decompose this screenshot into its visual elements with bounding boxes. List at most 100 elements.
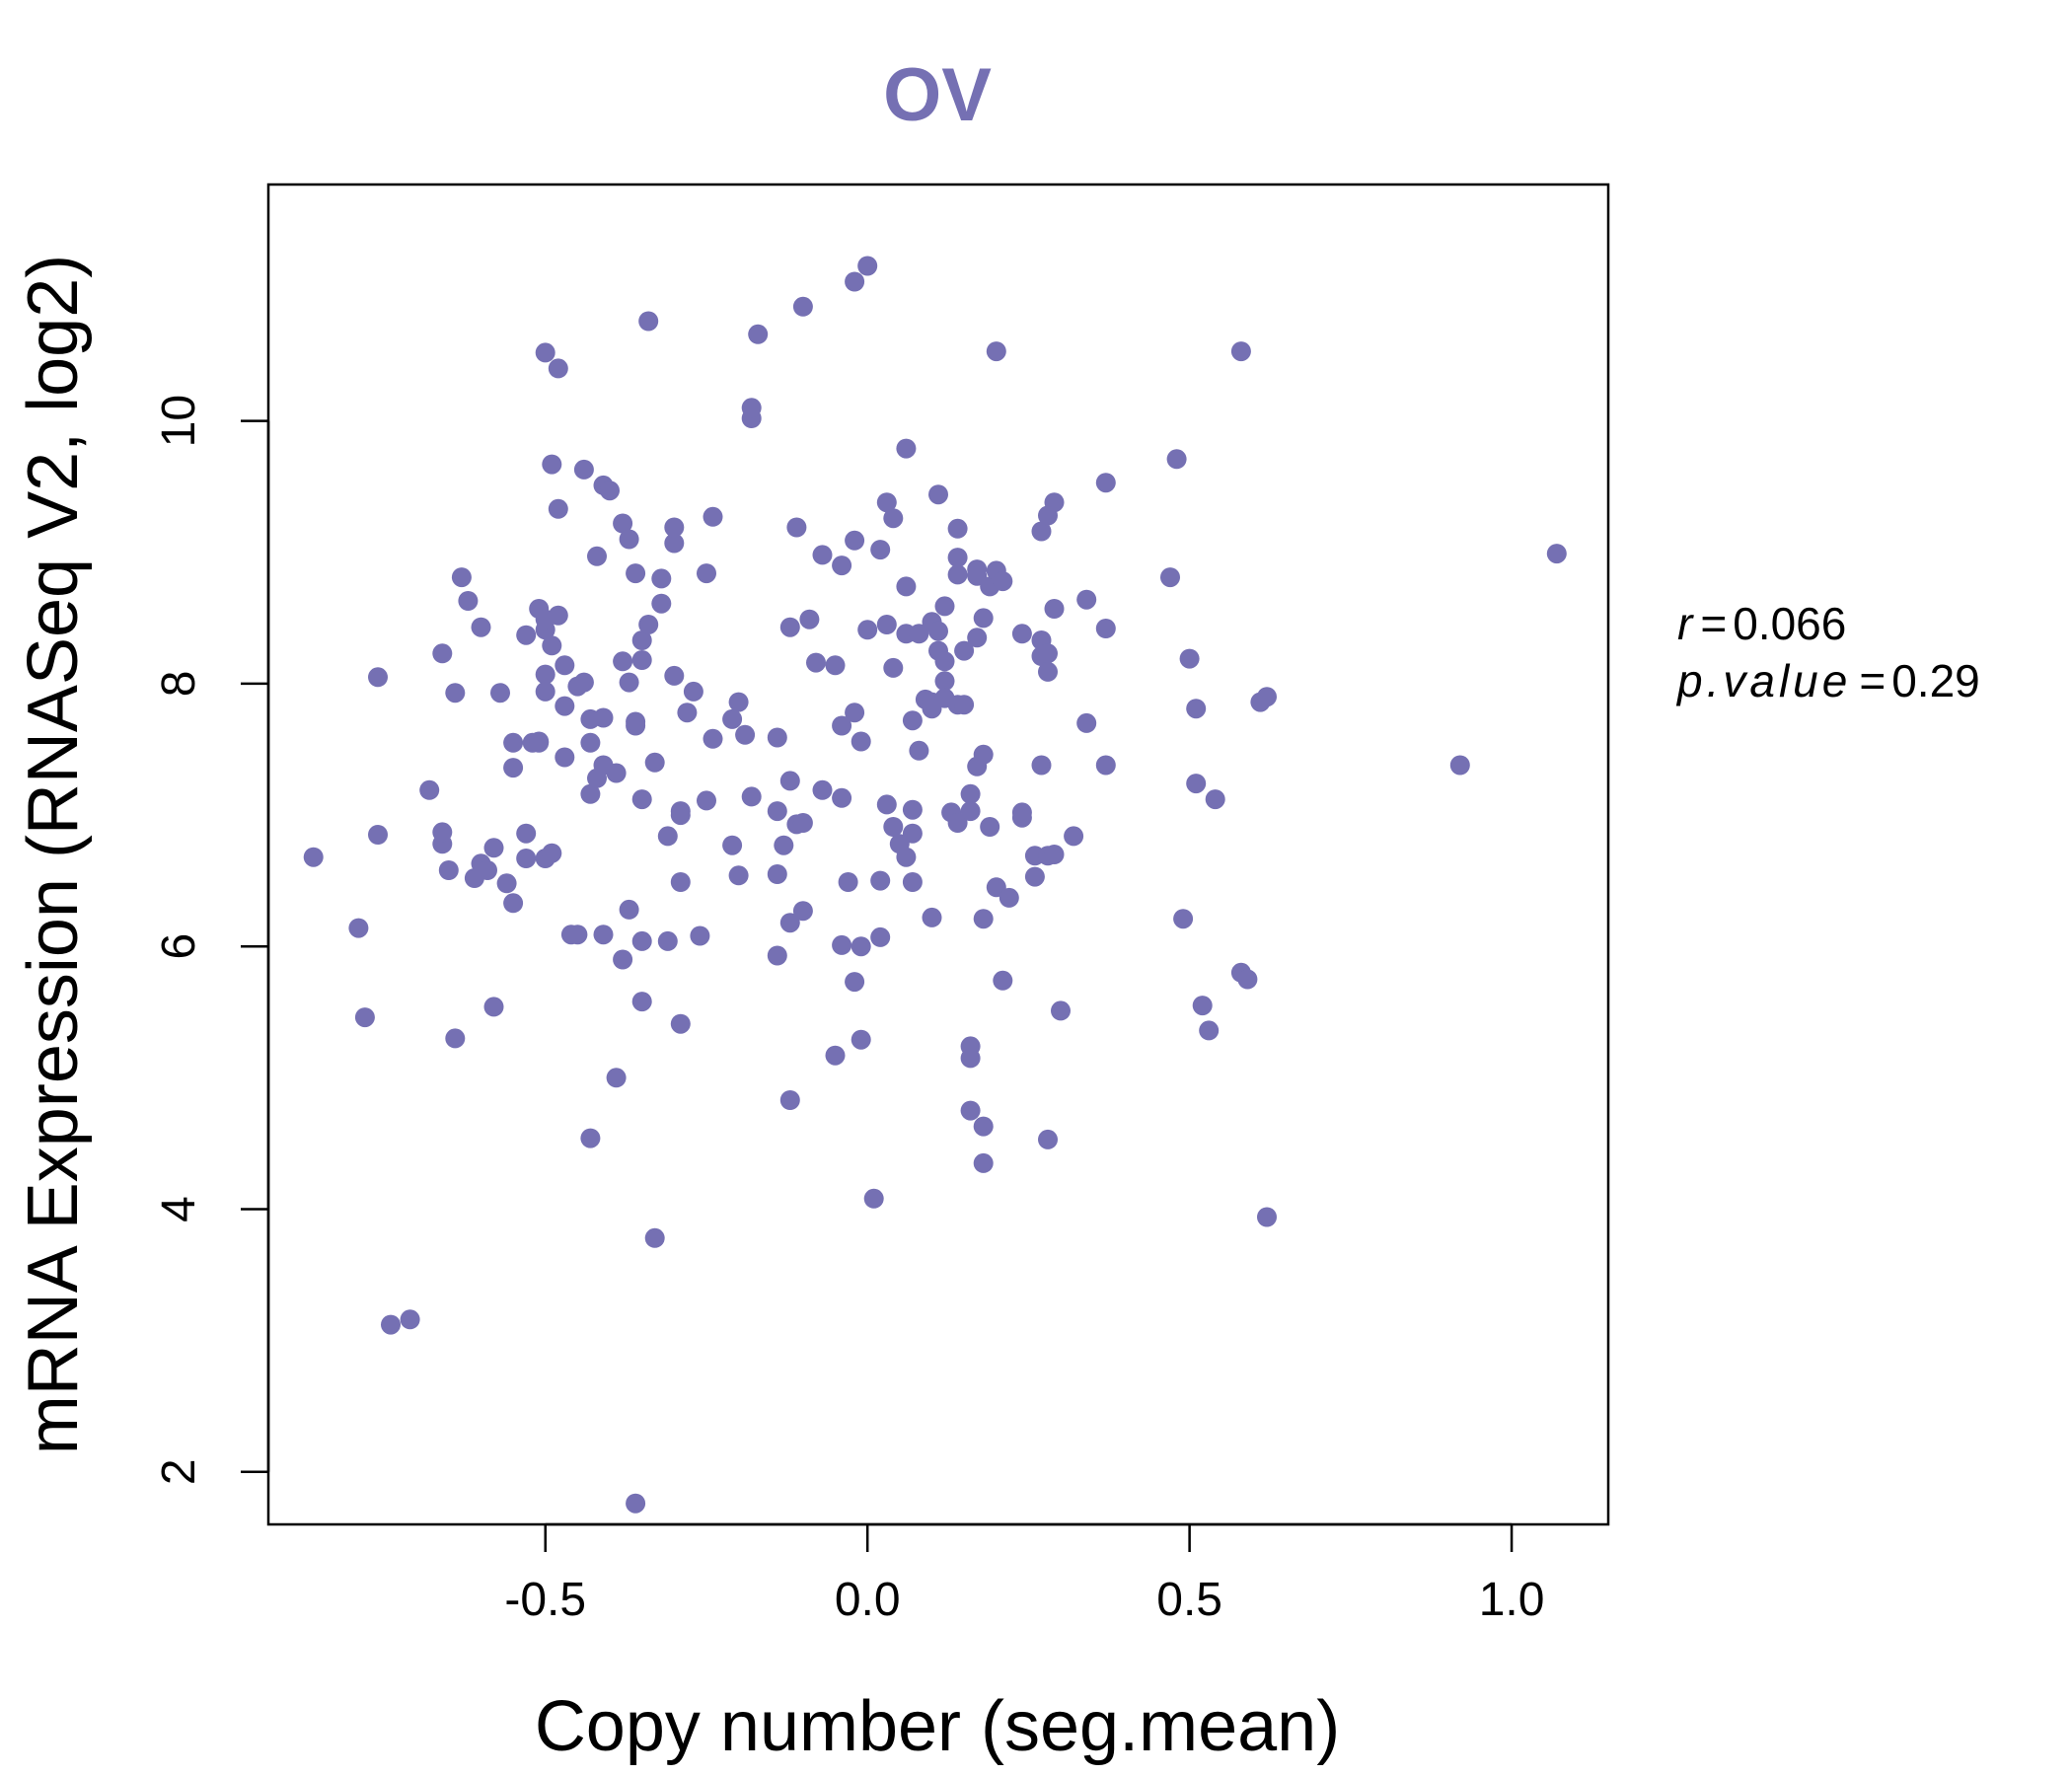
data-point (1449, 755, 1470, 776)
data-point (1011, 624, 1032, 644)
data-point (677, 703, 698, 723)
y-tick-label: 6 (153, 933, 205, 960)
data-point (812, 779, 833, 800)
data-point (741, 398, 762, 418)
data-point (631, 630, 652, 650)
data-point (863, 1188, 884, 1209)
data-point (1095, 473, 1116, 493)
data-point (697, 790, 716, 811)
data-point (1179, 648, 1200, 669)
data-point (973, 744, 994, 765)
data-point (728, 692, 749, 712)
data-point (1257, 1207, 1277, 1227)
data-point (799, 609, 820, 629)
data-point (928, 484, 948, 505)
data-point (683, 681, 703, 702)
data-point (1237, 969, 1258, 990)
data-point (573, 672, 594, 693)
data-point (999, 887, 1019, 908)
data-point (934, 671, 955, 692)
data-point (1095, 755, 1116, 776)
y-axis: 2 4 6 8 10 (153, 395, 270, 1485)
data-point (368, 825, 388, 845)
p-label: p.value (1675, 655, 1851, 706)
data-point (354, 1007, 375, 1028)
data-point (381, 1314, 401, 1335)
data-point (535, 664, 555, 685)
data-point (631, 650, 652, 670)
data-point (496, 873, 517, 894)
data-point (947, 813, 968, 833)
data-point (593, 707, 614, 728)
data-point (1257, 687, 1277, 707)
data-point (516, 625, 537, 645)
data-point (947, 518, 968, 539)
data-point (664, 517, 685, 538)
data-point (902, 823, 923, 844)
data-point (664, 665, 685, 686)
data-point (580, 1128, 601, 1148)
data-point (606, 763, 627, 783)
data-point (613, 651, 633, 672)
data-point (973, 1152, 994, 1173)
data-point (490, 683, 510, 703)
data-point (896, 438, 917, 459)
chart-title: OV (883, 53, 992, 137)
data-point (593, 925, 614, 945)
data-point (993, 571, 1013, 592)
x-tick-label: 0.5 (1156, 1574, 1222, 1626)
data-point (1166, 449, 1187, 470)
data-point (1205, 789, 1225, 810)
data-point (626, 1493, 646, 1514)
data-point (619, 529, 639, 550)
data-point (832, 787, 852, 808)
data-point (1186, 774, 1207, 794)
data-point (1044, 492, 1065, 513)
data-point (445, 1028, 466, 1049)
data-point (438, 860, 459, 880)
data-point (857, 256, 878, 276)
data-point (458, 591, 479, 611)
data-point (529, 732, 550, 753)
data-point (478, 860, 497, 880)
data-point (735, 724, 756, 745)
data-point (954, 695, 975, 715)
r-value: 0.066 (1733, 598, 1846, 649)
data-point (947, 564, 968, 585)
data-point (838, 872, 858, 892)
data-point (960, 1100, 981, 1121)
data-point (934, 651, 955, 672)
data-point (928, 621, 948, 641)
data-point (832, 934, 852, 955)
data-point (1230, 341, 1251, 362)
x-tick-label: 1.0 (1479, 1574, 1545, 1626)
data-point (870, 870, 891, 891)
data-point (779, 1090, 800, 1110)
data-point (651, 568, 672, 589)
data-point (503, 732, 524, 753)
data-point (651, 593, 672, 614)
data-point (722, 708, 743, 729)
data-point (631, 930, 652, 951)
data-point (451, 567, 472, 588)
data-point (870, 540, 891, 560)
data-point (845, 703, 865, 723)
data-point (368, 667, 388, 688)
data-point (631, 789, 652, 810)
data-point (748, 324, 769, 344)
data-point (1076, 712, 1097, 733)
data-point (535, 342, 555, 363)
data-point (922, 907, 942, 927)
points-layer (303, 256, 1567, 1514)
data-point (960, 801, 981, 822)
data-point (1051, 1000, 1071, 1021)
data-point (690, 925, 710, 946)
data-point (825, 655, 846, 676)
x-tick-label: 0.0 (835, 1574, 901, 1626)
data-point (832, 715, 852, 736)
data-point (644, 1227, 665, 1248)
data-point (626, 711, 646, 732)
data-point (845, 530, 865, 551)
data-point (986, 341, 1006, 362)
data-point (896, 847, 917, 867)
